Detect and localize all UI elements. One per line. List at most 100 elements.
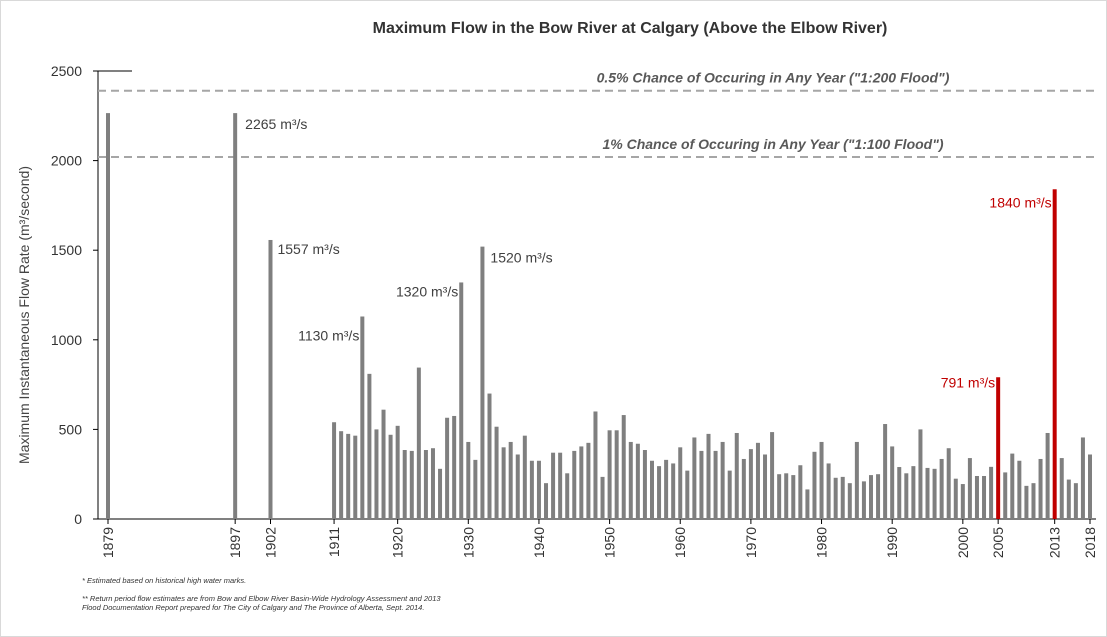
bar-1923 — [416, 367, 421, 519]
bar-1957 — [657, 466, 662, 519]
bar-1924 — [423, 450, 428, 519]
bar-1925 — [430, 448, 435, 519]
bar-1966 — [720, 441, 725, 519]
bar-2018 — [1088, 454, 1092, 519]
bar-1979 — [812, 451, 817, 519]
y-tick-label-4: 2000 — [51, 153, 82, 169]
bar-1949 — [600, 476, 605, 519]
bar-1921 — [402, 450, 407, 519]
bar-2012 — [1045, 432, 1050, 519]
bar-1879 — [106, 113, 110, 519]
data-label-1929: 1320 m³/s — [396, 283, 458, 299]
bar-1920 — [395, 425, 400, 519]
bar-1961 — [685, 470, 690, 519]
bar-1950 — [607, 430, 612, 519]
bar-1915 — [360, 316, 365, 519]
x-tick-label-1970: 1970 — [743, 527, 759, 558]
bar-1944 — [565, 473, 570, 519]
bar-2007 — [1010, 453, 1015, 519]
bar-1943 — [558, 452, 563, 519]
bar-1962 — [692, 437, 697, 519]
bar-1946 — [579, 446, 584, 519]
bar-1941 — [544, 483, 549, 519]
bar-1975 — [784, 473, 789, 519]
bar-1994 — [918, 429, 923, 519]
bar-1969 — [741, 458, 746, 519]
bar-1982 — [833, 477, 838, 519]
bar-1937 — [515, 454, 520, 519]
bar-1958 — [664, 459, 669, 519]
x-tick-label-1960: 1960 — [672, 527, 688, 558]
bar-1986 — [861, 481, 866, 519]
bar-1967 — [727, 470, 732, 519]
bar-1954 — [635, 443, 640, 519]
bar-1926 — [438, 468, 443, 519]
data-label-1902: 1557 m³/s — [277, 241, 339, 257]
y-tick-label-0: 0 — [74, 511, 82, 527]
bar-2013 — [1052, 189, 1057, 519]
bar-1948 — [593, 411, 598, 519]
bar-2005 — [996, 377, 1001, 519]
bar-1911 — [332, 422, 337, 519]
y-tick-label-5: 2500 — [51, 63, 82, 79]
x-tick-label-1911: 1911 — [326, 527, 342, 557]
chart-title: Maximum Flow in the Bow River at Calgary… — [372, 20, 888, 37]
bar-1988 — [876, 474, 881, 519]
bar-2009 — [1024, 485, 1029, 519]
bar-1951 — [614, 430, 619, 519]
bar-1939 — [529, 460, 534, 519]
bar-2015 — [1066, 479, 1071, 519]
bar-1973 — [770, 432, 775, 519]
footnote-3: Flood Documentation Report prepared for … — [82, 603, 425, 612]
bar-1990 — [890, 446, 895, 519]
bar-1935 — [501, 447, 506, 519]
reference-line-label-0: 0.5% Chance of Occuring in Any Year ("1:… — [597, 70, 950, 86]
footnote-1: * Estimated based on historical high wat… — [82, 576, 247, 585]
bar-2016 — [1073, 483, 1078, 519]
bar-1930 — [466, 441, 471, 519]
bar-1980 — [819, 441, 824, 519]
bar-2017 — [1080, 437, 1085, 519]
bar-1984 — [847, 483, 852, 519]
bar-1998 — [946, 448, 951, 519]
y-tick-label-3: 1500 — [51, 242, 82, 258]
bar-1914 — [353, 435, 358, 519]
bar-1985 — [854, 441, 859, 519]
bar-1956 — [649, 460, 654, 519]
bar-1927 — [445, 417, 450, 519]
bar-1995 — [925, 467, 930, 519]
bar-1997 — [939, 458, 944, 519]
bar-1976 — [791, 475, 796, 519]
bar-1978 — [805, 489, 810, 519]
bar-1996 — [932, 468, 937, 519]
x-tick-label-2013: 2013 — [1047, 527, 1063, 558]
bar-1934 — [494, 426, 499, 519]
bar-1987 — [868, 475, 873, 519]
bar-1947 — [586, 442, 591, 519]
bar-1999 — [953, 478, 958, 519]
bar-1991 — [897, 467, 902, 519]
data-label-1897: 2265 m³/s — [245, 116, 307, 132]
bar-2008 — [1017, 460, 1022, 519]
bar-1931 — [473, 459, 478, 519]
bar-2000 — [960, 484, 965, 519]
bar-2006 — [1003, 472, 1008, 519]
bar-1938 — [522, 435, 527, 519]
bar-1940 — [536, 460, 541, 519]
bar-1917 — [374, 429, 379, 519]
bar-1993 — [911, 466, 916, 519]
bar-1974 — [777, 474, 782, 519]
bar-2002 — [974, 475, 979, 519]
data-label-1932: 1520 m³/s — [490, 250, 552, 266]
bar-1922 — [409, 450, 414, 519]
data-label-2005: 791 m³/s — [941, 374, 995, 390]
bar-1929 — [459, 282, 464, 519]
bar-1989 — [883, 424, 888, 519]
x-tick-label-1980: 1980 — [814, 527, 830, 558]
bar-1918 — [381, 409, 386, 519]
bar-1912 — [339, 431, 344, 519]
bar-1913 — [346, 433, 351, 519]
bar-1965 — [713, 450, 718, 519]
bar-2010 — [1031, 483, 1036, 519]
